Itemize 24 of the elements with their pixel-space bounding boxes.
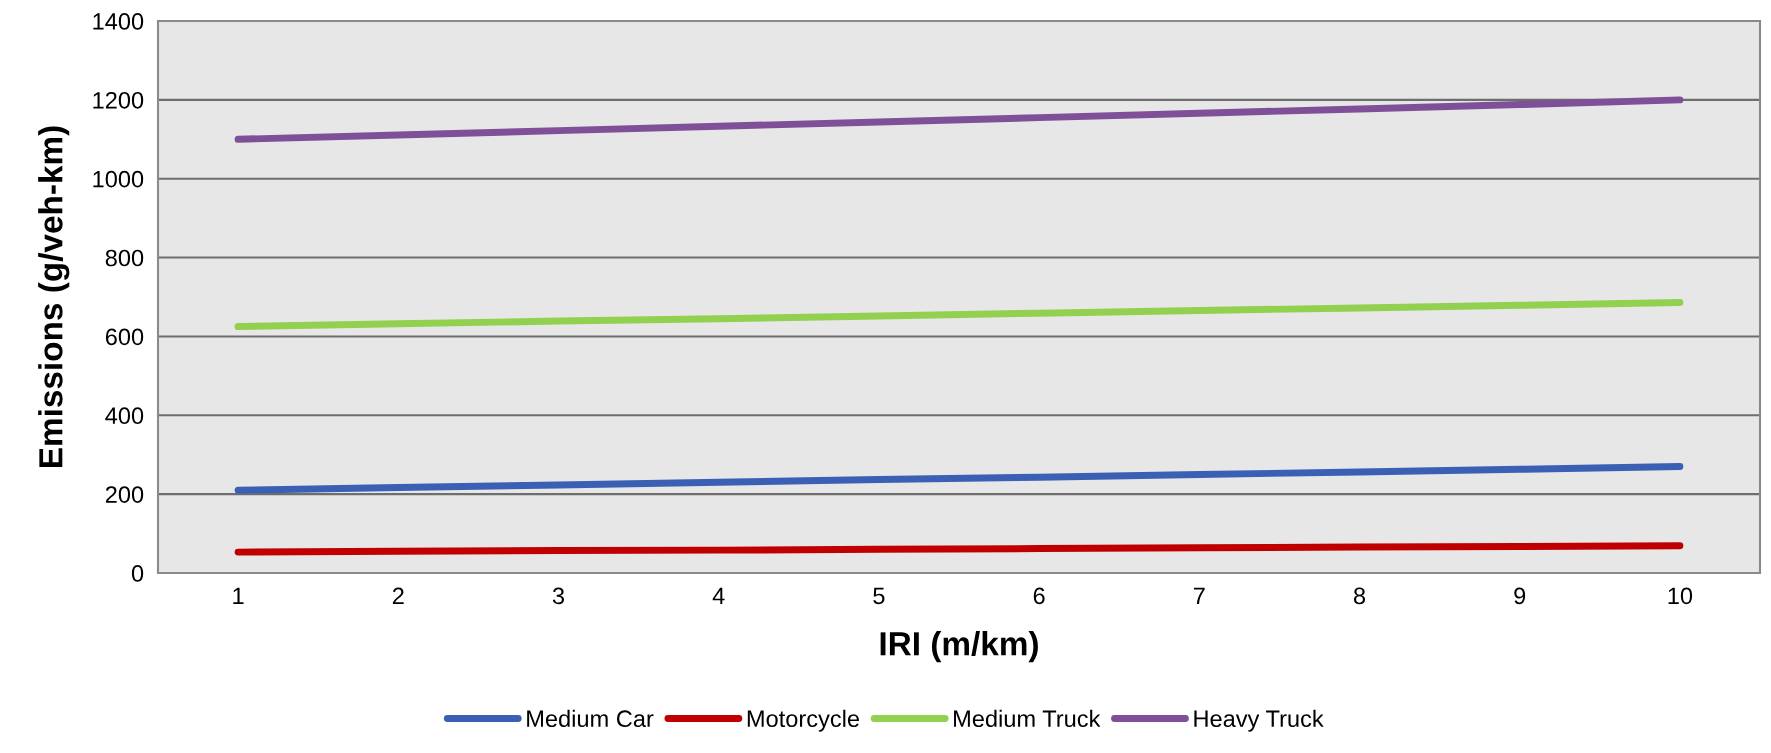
y-tick-label: 1000 — [93, 170, 144, 188]
y-axis-title: Emissions (g/veh-km) — [38, 126, 70, 468]
x-tick-label: 10 — [1668, 587, 1693, 605]
legend-label: Medium Truck — [954, 709, 1101, 728]
y-tick-label: 1400 — [93, 13, 144, 30]
x-tick-label: 8 — [1353, 587, 1366, 605]
legend-label: Motorcycle — [747, 709, 859, 732]
y-tick-label: 0 — [131, 565, 144, 582]
x-tick-label: 1 — [233, 587, 244, 604]
x-tick-label: 9 — [1514, 587, 1526, 605]
x-tick-label: 4 — [712, 587, 725, 604]
legend-label: Medium Car — [527, 709, 654, 728]
x-tick-label: 5 — [873, 587, 885, 605]
legend-label: Heavy Truck — [1194, 709, 1324, 732]
y-tick-label: 400 — [105, 407, 144, 425]
y-tick-label: 600 — [105, 328, 144, 346]
x-axis-title: IRI (m/km) — [880, 631, 1038, 663]
x-tick-label: 2 — [392, 587, 404, 604]
y-tick-label: 1200 — [93, 91, 144, 109]
y-tick-label: 200 — [105, 486, 144, 503]
x-tick-label: 7 — [1193, 587, 1205, 604]
x-tick-label: 3 — [552, 587, 565, 605]
x-tick-label: 6 — [1033, 587, 1045, 605]
y-tick-label: 800 — [105, 249, 144, 267]
